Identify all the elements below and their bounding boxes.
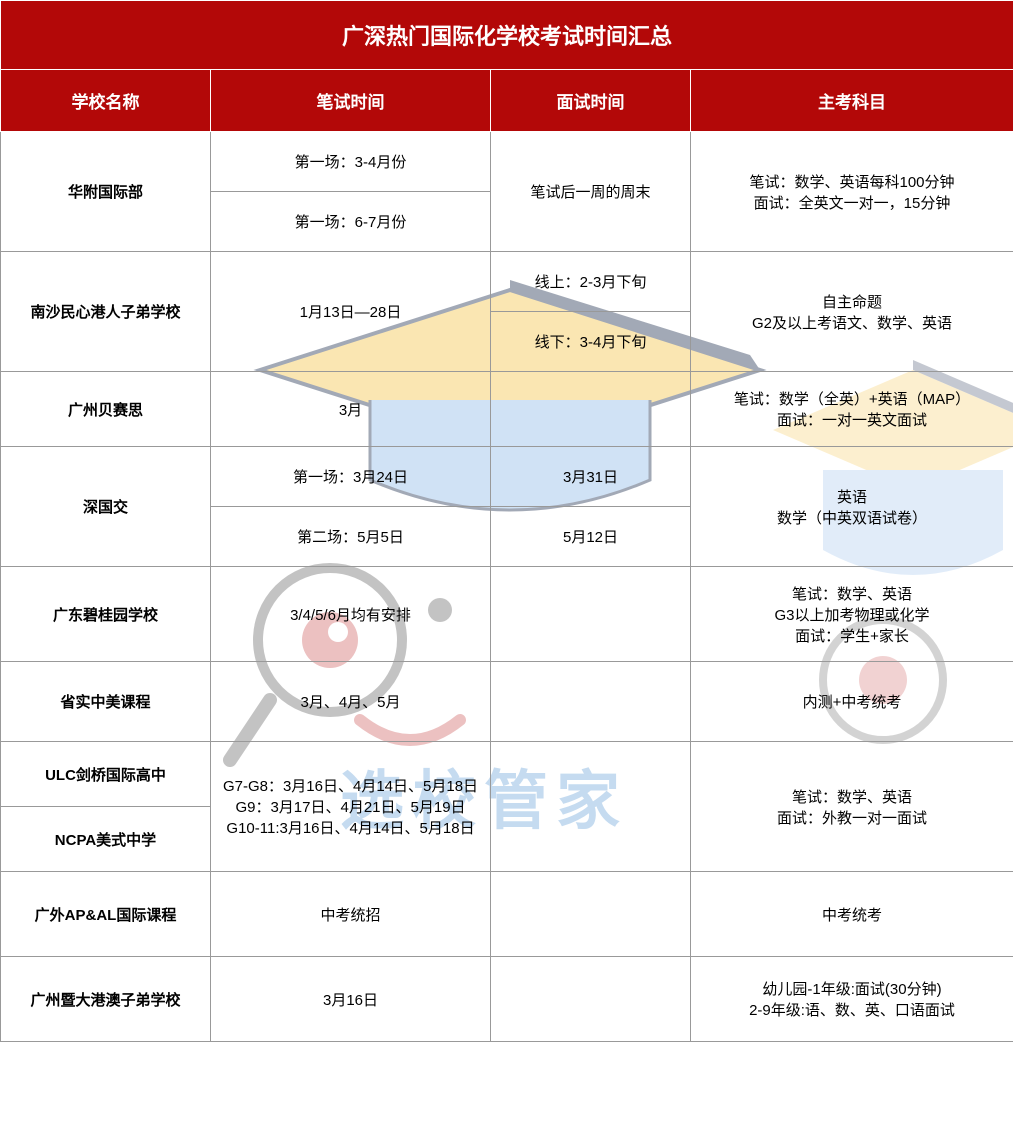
subject-cell: 幼儿园-1年级:面试(30分钟)2-9年级:语、数、英、口语面试 xyxy=(691,957,1013,1042)
table-row: 广州暨大港澳子弟学校 3月16日 幼儿园-1年级:面试(30分钟)2-9年级:语… xyxy=(1,957,1013,1042)
subject-cell: 笔试：数学、英语每科100分钟面试：全英文一对一，15分钟 xyxy=(691,132,1013,252)
header-subject: 主考科目 xyxy=(691,70,1013,132)
table-row: 深国交 第一场：3月24日 3月31日 英语数学（中英双语试卷） xyxy=(1,447,1013,507)
school-cell: 广州贝赛思 xyxy=(1,372,211,447)
table-row: ULC剑桥国际高中 G7-G8：3月16日、4月14日、5月18日G9：3月17… xyxy=(1,742,1013,807)
subject-cell: 笔试：数学、英语面试：外教一对一面试 xyxy=(691,742,1013,872)
schedule-table-container: 广深热门国际化学校考试时间汇总 学校名称 笔试时间 面试时间 主考科目 华附国际… xyxy=(0,0,1013,1042)
header-written: 笔试时间 xyxy=(211,70,491,132)
subject-cell: 自主命题G2及以上考语文、数学、英语 xyxy=(691,252,1013,372)
table-row: 省实中美课程 3月、4月、5月 内测+中考统考 xyxy=(1,662,1013,742)
interview-cell xyxy=(491,957,691,1042)
title-row: 广深热门国际化学校考试时间汇总 xyxy=(1,1,1013,70)
subject-cell: 内测+中考统考 xyxy=(691,662,1013,742)
written-cell: 3月16日 xyxy=(211,957,491,1042)
subject-cell: 笔试：数学、英语G3以上加考物理或化学面试：学生+家长 xyxy=(691,567,1013,662)
interview-cell: 笔试后一周的周末 xyxy=(491,132,691,252)
table-row: 广东碧桂园学校 3/4/5/6月均有安排 笔试：数学、英语G3以上加考物理或化学… xyxy=(1,567,1013,662)
written-cell: 中考统招 xyxy=(211,872,491,957)
subject-cell: 中考统考 xyxy=(691,872,1013,957)
interview-cell xyxy=(491,372,691,447)
table-title: 广深热门国际化学校考试时间汇总 xyxy=(1,1,1013,70)
school-cell: 广东碧桂园学校 xyxy=(1,567,211,662)
table-row: 广州贝赛思 3月 笔试：数学（全英）+英语（MAP）面试：一对一英文面试 xyxy=(1,372,1013,447)
header-row: 学校名称 笔试时间 面试时间 主考科目 xyxy=(1,70,1013,132)
table-row: 南沙民心港人子弟学校 1月13日—28日 线上：2-3月下旬 自主命题G2及以上… xyxy=(1,252,1013,312)
school-cell: ULC剑桥国际高中 xyxy=(1,742,211,807)
school-cell: 华附国际部 xyxy=(1,132,211,252)
table-row: 广外AP&AL国际课程 中考统招 中考统考 xyxy=(1,872,1013,957)
header-interview: 面试时间 xyxy=(491,70,691,132)
school-cell: 南沙民心港人子弟学校 xyxy=(1,252,211,372)
interview-cell xyxy=(491,742,691,872)
interview-cell xyxy=(491,567,691,662)
written-cell: 3/4/5/6月均有安排 xyxy=(211,567,491,662)
interview-cell: 线下：3-4月下旬 xyxy=(491,312,691,372)
written-cell: 第二场：5月5日 xyxy=(211,507,491,567)
written-cell: 3月、4月、5月 xyxy=(211,662,491,742)
school-cell: NCPA美式中学 xyxy=(1,807,211,872)
written-cell: 3月 xyxy=(211,372,491,447)
school-cell: 广州暨大港澳子弟学校 xyxy=(1,957,211,1042)
interview-cell: 3月31日 xyxy=(491,447,691,507)
school-cell: 省实中美课程 xyxy=(1,662,211,742)
written-cell: G7-G8：3月16日、4月14日、5月18日G9：3月17日、4月21日、5月… xyxy=(211,742,491,872)
written-cell: 第一场：6-7月份 xyxy=(211,192,491,252)
school-cell: 深国交 xyxy=(1,447,211,567)
header-school: 学校名称 xyxy=(1,70,211,132)
interview-cell: 5月12日 xyxy=(491,507,691,567)
school-cell: 广外AP&AL国际课程 xyxy=(1,872,211,957)
schedule-table: 广深热门国际化学校考试时间汇总 学校名称 笔试时间 面试时间 主考科目 华附国际… xyxy=(0,0,1013,1042)
subject-cell: 英语数学（中英双语试卷） xyxy=(691,447,1013,567)
written-cell: 第一场：3月24日 xyxy=(211,447,491,507)
written-cell: 第一场：3-4月份 xyxy=(211,132,491,192)
table-row: 华附国际部 第一场：3-4月份 笔试后一周的周末 笔试：数学、英语每科100分钟… xyxy=(1,132,1013,192)
interview-cell: 线上：2-3月下旬 xyxy=(491,252,691,312)
written-cell: 1月13日—28日 xyxy=(211,252,491,372)
interview-cell xyxy=(491,662,691,742)
subject-cell: 笔试：数学（全英）+英语（MAP）面试：一对一英文面试 xyxy=(691,372,1013,447)
interview-cell xyxy=(491,872,691,957)
